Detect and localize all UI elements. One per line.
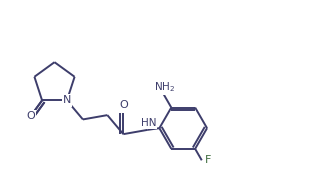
Text: N: N	[63, 95, 71, 105]
Text: F: F	[204, 155, 211, 165]
Text: NH$_2$: NH$_2$	[154, 80, 175, 94]
Text: HN: HN	[141, 117, 156, 128]
Text: O: O	[26, 111, 35, 121]
Text: O: O	[119, 100, 128, 110]
